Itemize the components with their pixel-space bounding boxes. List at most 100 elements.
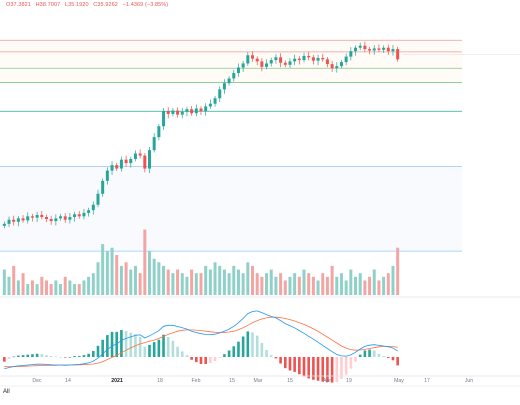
candle-body-1 xyxy=(7,219,11,224)
volume-bar-54 xyxy=(255,273,259,295)
macd-hist-82 xyxy=(386,357,390,358)
macd-hist-11 xyxy=(54,356,58,358)
macd-hist-83 xyxy=(391,357,395,361)
macd-hist-36 xyxy=(171,340,175,357)
candle-body-52 xyxy=(246,55,250,64)
volume-bar-51 xyxy=(241,273,245,295)
macd-hist-80 xyxy=(377,353,381,357)
candle-body-79 xyxy=(372,48,376,51)
volume-bar-21 xyxy=(101,244,105,295)
macd-hist-47 xyxy=(223,354,226,357)
x-tick-label-2: 2021 xyxy=(111,378,123,384)
candle-body-34 xyxy=(162,111,166,127)
volume-bar-29 xyxy=(138,273,142,295)
macd-hist-13 xyxy=(63,357,67,358)
volume-bar-20 xyxy=(96,262,100,295)
candle-body-58 xyxy=(274,57,278,61)
candle-body-70 xyxy=(330,64,334,69)
candle-body-51 xyxy=(241,63,245,68)
volume-bar-0 xyxy=(2,269,6,295)
candle-body-47 xyxy=(222,83,226,90)
candle-body-84 xyxy=(396,49,400,60)
candle-body-56 xyxy=(265,63,269,67)
macd-hist-48 xyxy=(227,350,231,357)
macd-hist-16 xyxy=(77,356,81,357)
macd-hist-6 xyxy=(31,354,34,357)
candle-body-45 xyxy=(213,98,217,104)
volume-bar-44 xyxy=(208,269,212,295)
volume-bar-22 xyxy=(105,251,109,295)
volume-bar-23 xyxy=(110,247,114,295)
macd-hist-70 xyxy=(330,357,334,383)
macd-hist-59 xyxy=(279,357,282,364)
macd-hist-66 xyxy=(312,357,315,380)
candle-body-54 xyxy=(255,58,259,62)
volume-bar-49 xyxy=(232,265,236,295)
candle-body-19 xyxy=(91,204,95,211)
candle-body-49 xyxy=(232,72,236,79)
macd-hist-61 xyxy=(288,357,292,371)
candle-body-8 xyxy=(40,214,44,218)
candle-body-24 xyxy=(115,165,119,169)
macd-hist-8 xyxy=(40,354,44,357)
candle-body-32 xyxy=(152,137,156,151)
candle-body-18 xyxy=(87,210,91,213)
candle-body-44 xyxy=(208,103,212,107)
macd-hist-64 xyxy=(302,357,306,377)
macd-hist-9 xyxy=(45,355,48,357)
macd-hist-2 xyxy=(12,356,16,358)
macd-line xyxy=(4,310,398,369)
candle-body-15 xyxy=(73,214,77,218)
candle-body-73 xyxy=(344,56,348,63)
volume-bar-39 xyxy=(185,276,189,295)
candle-body-66 xyxy=(311,57,315,61)
candle-body-76 xyxy=(358,45,362,48)
ohlc-high: H38.7007 xyxy=(35,2,61,8)
macd-hist-69 xyxy=(326,357,329,383)
volume-bar-84 xyxy=(396,247,400,295)
volume-bar-4 xyxy=(21,273,25,295)
candle-body-22 xyxy=(105,170,109,181)
volume-bar-59 xyxy=(279,273,283,295)
candle-body-60 xyxy=(283,62,287,65)
macd-hist-43 xyxy=(204,357,207,364)
x-tick-label-3: 18 xyxy=(157,378,163,384)
candle-body-12 xyxy=(59,216,63,219)
volume-bar-43 xyxy=(204,265,208,295)
candle-body-77 xyxy=(363,45,367,50)
volume-bar-14 xyxy=(68,280,72,295)
volume-bar-26 xyxy=(124,262,128,295)
candle-body-21 xyxy=(101,180,105,194)
volume-bar-71 xyxy=(335,276,339,295)
volume-bar-53 xyxy=(251,265,255,295)
volume-bar-1 xyxy=(7,276,11,295)
candle-body-0 xyxy=(2,223,6,226)
candle-body-75 xyxy=(354,47,358,52)
volume-bar-79 xyxy=(372,269,376,295)
candle-body-17 xyxy=(82,212,86,217)
macd-hist-39 xyxy=(185,355,189,357)
macd-hist-33 xyxy=(157,339,161,357)
macd-hist-54 xyxy=(255,335,259,357)
volume-bar-77 xyxy=(363,280,367,295)
macd-hist-60 xyxy=(283,357,287,369)
volume-bar-13 xyxy=(63,276,67,295)
candle-body-11 xyxy=(54,218,58,222)
macd-hist-75 xyxy=(354,357,357,362)
candle-body-25 xyxy=(119,159,123,169)
macd-hist-50 xyxy=(237,341,240,357)
volume-bar-68 xyxy=(321,273,325,295)
volume-bar-38 xyxy=(180,273,184,295)
volume-bar-10 xyxy=(49,284,53,295)
candle-body-71 xyxy=(335,66,339,69)
volume-bar-25 xyxy=(119,265,123,295)
volume-bar-17 xyxy=(82,280,86,295)
x-tick-label-1: 14 xyxy=(65,378,71,384)
candle-body-13 xyxy=(63,216,67,220)
volume-bar-50 xyxy=(236,269,240,295)
candle-body-41 xyxy=(194,108,198,114)
volume-bar-66 xyxy=(311,276,315,295)
range-all-button[interactable]: All xyxy=(3,389,10,395)
